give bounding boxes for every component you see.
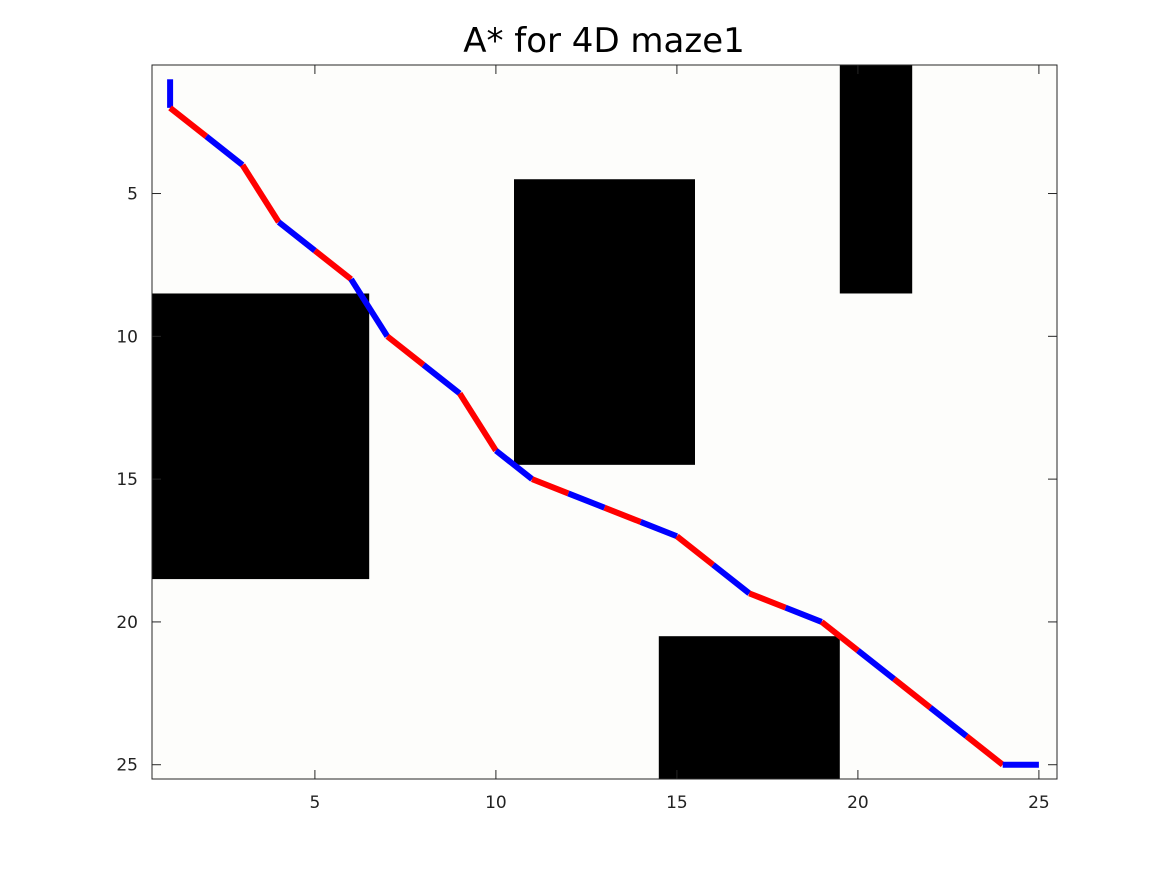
path-segment-23 (928, 705, 969, 739)
path-segment-16 (675, 533, 715, 568)
path-segment-22 (892, 676, 933, 710)
x-tick-label-25: 25 (1028, 793, 1050, 813)
path-segment-24 (964, 733, 1005, 768)
x-tick-label-10: 10 (485, 793, 507, 813)
path-segment-10 (457, 391, 499, 453)
y-tick-label-25: 25 (116, 756, 138, 776)
path-segment-9 (421, 362, 462, 396)
path-segment-15 (639, 519, 679, 540)
obstacle-2 (514, 179, 695, 465)
axes-box (151, 64, 1058, 780)
path-segment-17 (711, 562, 752, 596)
obstacles (152, 65, 913, 779)
path-segment-18 (748, 590, 787, 611)
x-tick-label-15: 15 (666, 793, 688, 813)
path-segment-8 (385, 333, 426, 368)
y-tick-label-5: 5 (127, 185, 138, 205)
obstacle-3 (839, 65, 913, 294)
obstacle-1 (152, 293, 370, 580)
path-segment-12 (530, 476, 570, 497)
obstacle-4 (658, 636, 840, 779)
x-tick-label-5: 5 (309, 793, 320, 813)
y-tick-label-10: 10 (116, 327, 138, 347)
y-tick-label-15: 15 (116, 470, 138, 490)
ticks: 5 10 15 20 25 5 10 15 20 25 (116, 65, 1057, 813)
path-segment-6 (313, 248, 353, 282)
path-segment-20 (819, 619, 860, 653)
y-tick-label-20: 20 (116, 613, 138, 633)
path-segment-3 (204, 134, 245, 168)
path-segment-2 (168, 105, 209, 139)
path-segment-4 (239, 163, 282, 224)
path-line (167, 79, 1039, 768)
path-segment-13 (567, 490, 606, 511)
path-segment-21 (856, 648, 896, 682)
path-segment-14 (603, 504, 642, 525)
path-segment-19 (784, 604, 823, 625)
x-tick-label-20: 20 (847, 793, 869, 813)
path-segment-7 (348, 277, 390, 338)
path-segment-5 (276, 219, 317, 253)
chart-title: A* for 4D maze1 (463, 21, 745, 61)
path-segment-11 (494, 448, 534, 482)
